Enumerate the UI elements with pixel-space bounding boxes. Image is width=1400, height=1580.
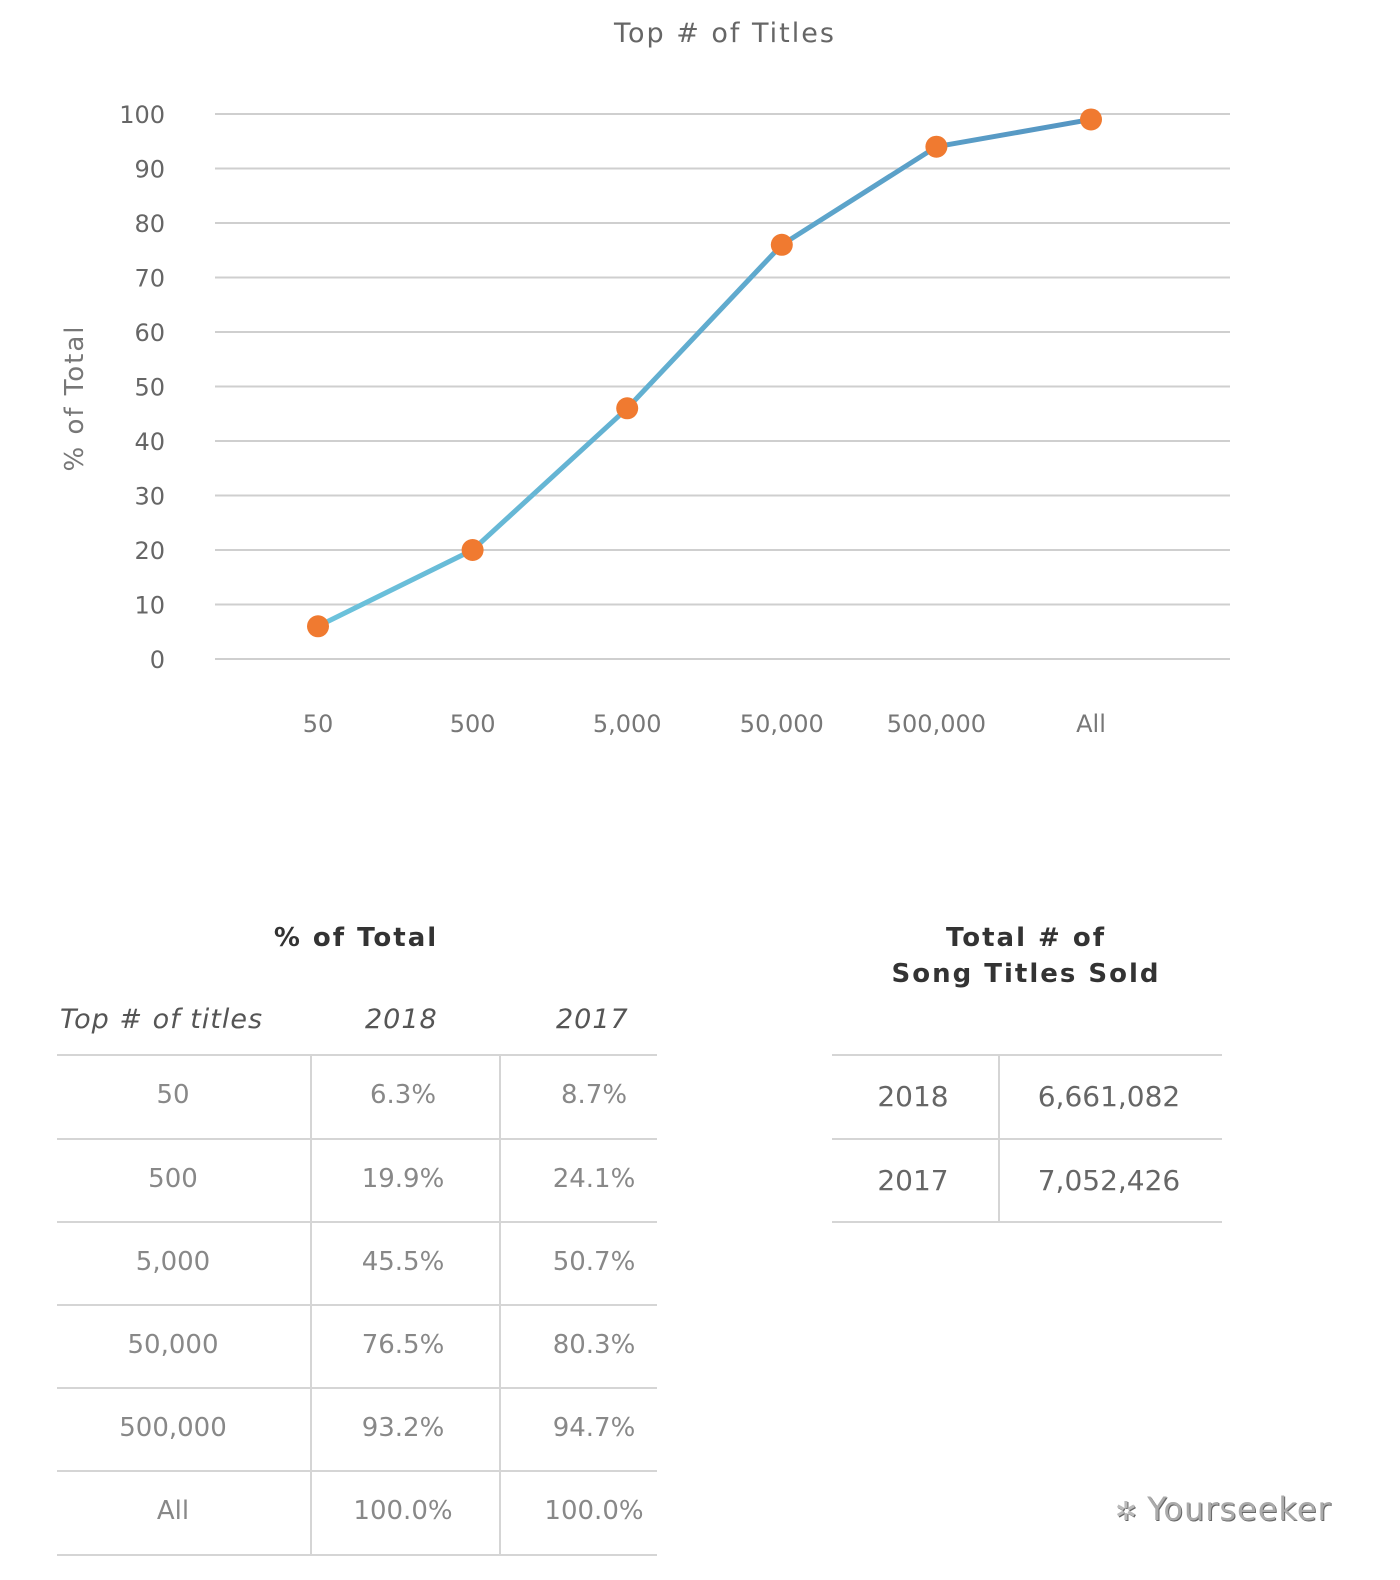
data-point <box>925 135 948 158</box>
table-cell: 6,661,082 <box>1037 1080 1181 1113</box>
table-cell: 45.5% <box>361 1247 445 1277</box>
table-cell: 93.2% <box>361 1413 445 1443</box>
column-divider <box>499 1054 501 1554</box>
x-tick-label: 500 <box>450 710 496 738</box>
x-tick-label: 500,000 <box>887 710 986 738</box>
row-divider <box>57 1387 657 1389</box>
table-cell: 500,000 <box>119 1413 227 1443</box>
watermark-text: Yourseeker <box>1147 1490 1332 1528</box>
header-2017: 2017 <box>556 1004 629 1035</box>
data-point <box>307 615 329 638</box>
series-line <box>316 116 1092 629</box>
table-cell: 2017 <box>877 1164 949 1197</box>
table-cell: 50,000 <box>127 1330 219 1360</box>
total-title-line2: Song Titles Sold <box>891 959 1161 989</box>
y-tick-label: 50 <box>134 374 165 402</box>
header-2018: 2018 <box>365 1004 438 1035</box>
watermark: ✲ Yourseeker <box>1115 1490 1332 1528</box>
table-cell: 50.7% <box>552 1247 636 1277</box>
table-cell: 6.3% <box>369 1080 437 1110</box>
total-title-line1: Total # of <box>945 923 1107 953</box>
table-cell: 8.7% <box>560 1080 628 1110</box>
table-cell: All <box>156 1496 190 1526</box>
column-divider <box>998 1054 1000 1221</box>
y-tick-label: 80 <box>134 210 165 238</box>
row-divider <box>57 1470 657 1472</box>
x-tick-label: 5,000 <box>593 710 662 738</box>
y-tick-label: 60 <box>134 319 165 347</box>
y-tick-label: 90 <box>134 156 165 184</box>
y-tick-label: 10 <box>134 592 165 620</box>
data-point <box>616 397 639 420</box>
y-tick-label: 40 <box>134 428 165 456</box>
header-top-titles: Top # of titles <box>60 1004 264 1035</box>
watermark-logo-icon: ✲ <box>1115 1497 1148 1527</box>
y-tick-label: 0 <box>150 646 165 674</box>
row-divider <box>57 1554 657 1556</box>
table-cell: 50 <box>156 1080 190 1110</box>
x-tick-label: 50 <box>303 710 334 738</box>
column-divider <box>310 1054 312 1554</box>
table-cell: 94.7% <box>552 1413 636 1443</box>
table-cell: 2018 <box>877 1080 949 1113</box>
y-axis-label: % of Total <box>60 324 90 472</box>
table-cell: 100.0% <box>353 1496 453 1526</box>
data-point <box>461 539 484 561</box>
data-point <box>770 233 793 256</box>
table-cell: 5,000 <box>135 1247 211 1277</box>
y-tick-label: 30 <box>134 483 165 511</box>
pct-table-title: % of Total <box>273 923 439 953</box>
line-chart: 0 10 20 30 40 50 60 70 80 90 100 50 500 5,000 50,000 50… <box>119 101 1230 738</box>
total-table-title: Total # of Song Titles Sold <box>826 920 1226 992</box>
table-cell: 500 <box>148 1164 198 1194</box>
y-tick-label: 20 <box>134 537 165 565</box>
row-divider <box>832 1221 1222 1223</box>
table-cell: 7,052,426 <box>1037 1164 1181 1197</box>
row-divider <box>832 1138 1222 1140</box>
table-cell: 19.9% <box>361 1164 445 1194</box>
row-divider <box>57 1054 657 1056</box>
chart-title: Top # of Titles <box>614 18 836 49</box>
x-tick-label: All <box>1076 710 1106 738</box>
table-cell: 100.0% <box>544 1496 644 1526</box>
table-cell: 76.5% <box>361 1330 445 1360</box>
table-cell: 80.3% <box>552 1330 636 1360</box>
row-divider <box>832 1054 1222 1056</box>
row-divider <box>57 1304 657 1306</box>
y-tick-label: 100 <box>119 101 165 129</box>
y-tick-label: 70 <box>134 265 165 293</box>
x-tick-label: 50,000 <box>740 710 824 738</box>
row-divider <box>57 1138 657 1140</box>
data-point <box>1080 108 1102 131</box>
row-divider <box>57 1221 657 1223</box>
table-cell: 24.1% <box>552 1164 636 1194</box>
